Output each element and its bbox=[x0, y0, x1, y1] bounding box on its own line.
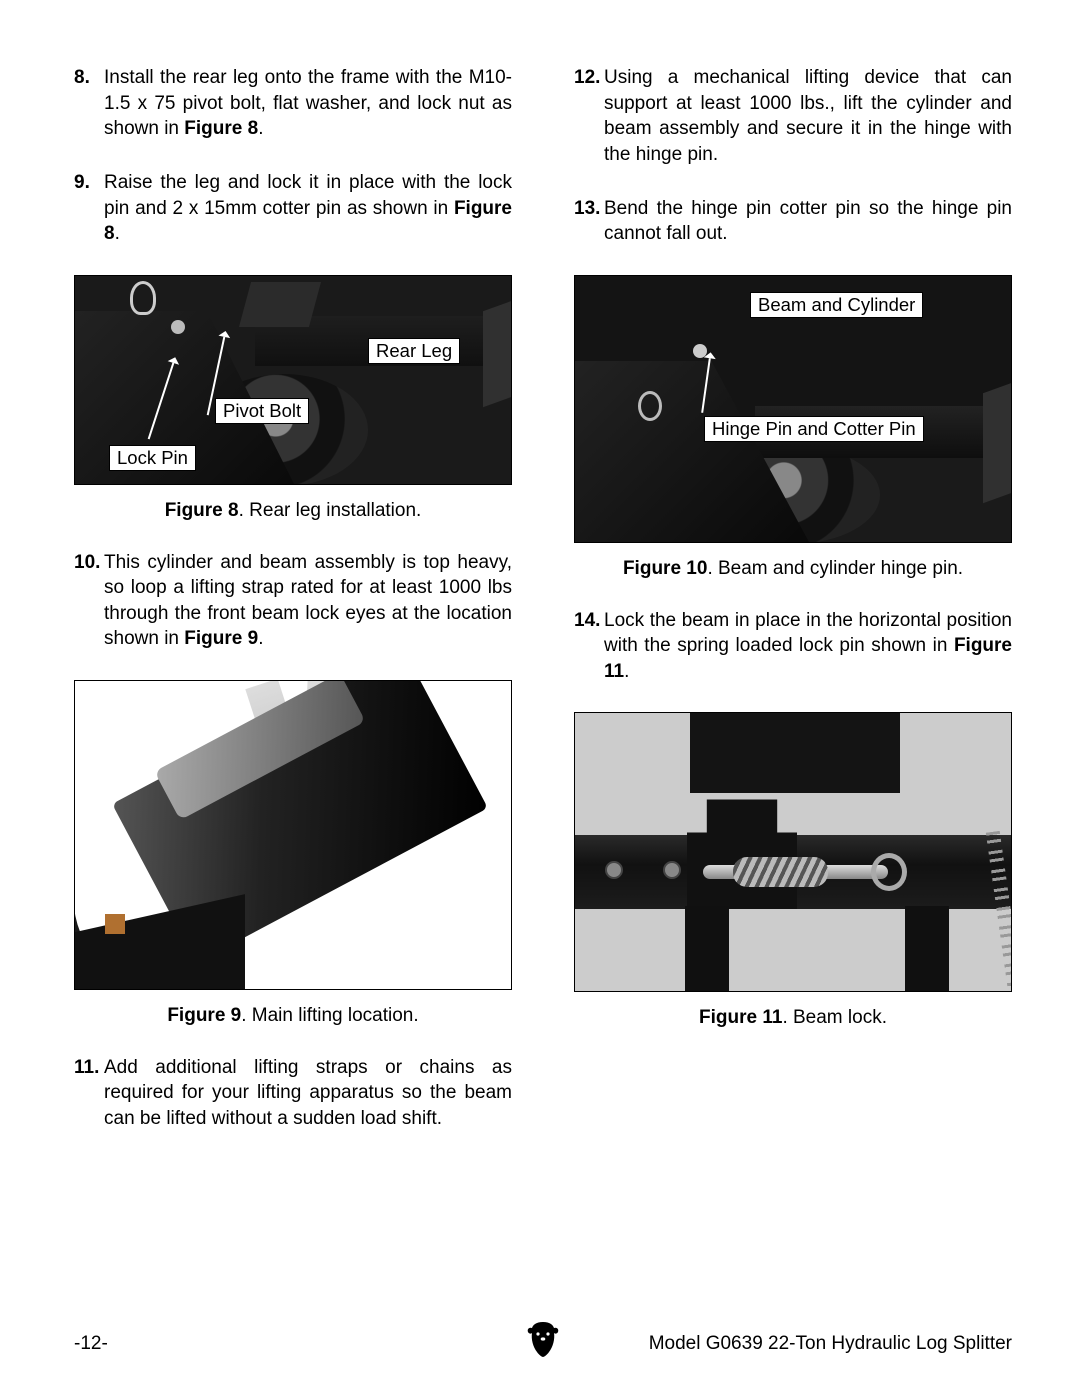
step-number: 9. bbox=[74, 170, 104, 247]
vertical-bar-shape bbox=[905, 906, 949, 991]
label-hinge-pin: Hinge Pin and Cotter Pin bbox=[704, 416, 924, 442]
step-text: Lock the beam in place in the horizontal… bbox=[604, 608, 1012, 685]
bracket-shape bbox=[687, 799, 797, 909]
step-number: 13. bbox=[574, 196, 604, 247]
step-14: 14. Lock the beam in place in the horizo… bbox=[574, 608, 1012, 685]
page-footer: -12- Model G0639 22-Ton Hydraulic Log Sp… bbox=[74, 1333, 1012, 1355]
step-11: 11. Add additional lifting straps or cha… bbox=[74, 1055, 512, 1132]
ring-shape bbox=[638, 391, 662, 421]
step-text: Add additional lifting straps or chains … bbox=[104, 1055, 512, 1132]
pivot-shape bbox=[171, 320, 185, 334]
figure-8-caption: Figure 8. Rear leg installation. bbox=[74, 499, 512, 524]
label-rear-leg: Rear Leg bbox=[368, 338, 460, 364]
step-10: 10. This cylinder and beam assembly is t… bbox=[74, 550, 512, 653]
top-shape bbox=[690, 713, 900, 793]
spring-shape bbox=[733, 857, 828, 887]
step-text: Bend the hinge pin cotter pin so the hin… bbox=[604, 196, 1012, 247]
step-text: This cylinder and beam assembly is top h… bbox=[104, 550, 512, 653]
step-13: 13. Bend the hinge pin cotter pin so the… bbox=[574, 196, 1012, 247]
step-number: 8. bbox=[74, 65, 104, 142]
frame-shape bbox=[239, 282, 321, 327]
figure-9 bbox=[74, 680, 512, 990]
step-text: Raise the leg and lock it in place with … bbox=[104, 170, 512, 247]
spring-pin-assembly bbox=[703, 855, 893, 889]
fitting-shape bbox=[105, 914, 125, 934]
step-8: 8. Install the rear leg onto the frame w… bbox=[74, 65, 512, 142]
vertical-bar-shape bbox=[685, 906, 729, 991]
figure-11 bbox=[574, 712, 1012, 992]
step-12: 12. Using a mechanical lifting device th… bbox=[574, 65, 1012, 168]
beam-end-shape bbox=[483, 297, 512, 408]
figure-10: Beam and Cylinder Hinge Pin and Cotter P… bbox=[574, 275, 1012, 543]
figure-8: Rear Leg Pivot Bolt Lock Pin bbox=[74, 275, 512, 485]
left-column: 8. Install the rear leg onto the frame w… bbox=[74, 65, 512, 1132]
step-9: 9. Raise the leg and lock it in place wi… bbox=[74, 170, 512, 247]
step-number: 14. bbox=[574, 608, 604, 685]
right-column: 12. Using a mechanical lifting device th… bbox=[574, 65, 1012, 1132]
page-columns: 8. Install the rear leg onto the frame w… bbox=[74, 65, 1012, 1132]
label-beam-cylinder: Beam and Cylinder bbox=[750, 292, 923, 318]
figure-9-caption: Figure 9. Main lifting location. bbox=[74, 1004, 512, 1029]
figure-11-caption: Figure 11. Beam lock. bbox=[574, 1006, 1012, 1031]
figure-10-caption: Figure 10. Beam and cylinder hinge pin. bbox=[574, 557, 1012, 582]
step-text: Using a mechanical lifting device that c… bbox=[604, 65, 1012, 168]
step-number: 12. bbox=[574, 65, 604, 168]
model-name: Model G0639 22-Ton Hydraulic Log Splitte… bbox=[649, 1333, 1012, 1355]
label-pivot-bolt: Pivot Bolt bbox=[215, 398, 309, 424]
step-number: 10. bbox=[74, 550, 104, 653]
beam-end-shape bbox=[983, 379, 1012, 504]
page-number: -12- bbox=[74, 1333, 108, 1355]
bear-logo-icon bbox=[524, 1319, 562, 1359]
step-number: 11. bbox=[74, 1055, 104, 1132]
label-lock-pin: Lock Pin bbox=[109, 445, 196, 471]
step-text: Install the rear leg onto the frame with… bbox=[104, 65, 512, 142]
lockpin-shape bbox=[130, 281, 156, 315]
